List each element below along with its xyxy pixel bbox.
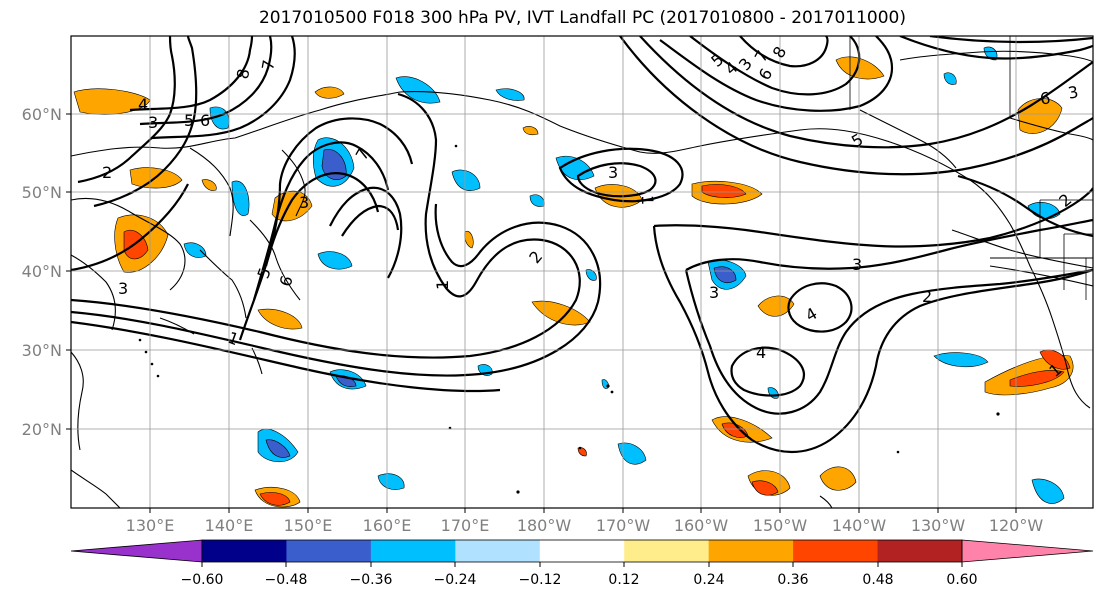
contour-label: 3 bbox=[299, 193, 309, 212]
contour-label: 3 bbox=[709, 283, 719, 302]
lat-label: 50°N bbox=[22, 183, 62, 202]
lon-label: 160°W bbox=[674, 516, 729, 535]
map-title: 2017010500 F018 300 hPa PV, IVT Landfall… bbox=[258, 8, 906, 28]
contour-label: 3 bbox=[852, 255, 862, 274]
ivt-contours bbox=[71, 36, 1093, 454]
colorbar-tick-label: 0.36 bbox=[777, 572, 808, 588]
colorbar-tick-label: −0.36 bbox=[350, 572, 393, 588]
lon-label: 180°W bbox=[517, 516, 572, 535]
colorbar-segment bbox=[202, 540, 287, 562]
colorbar-segment bbox=[624, 540, 710, 562]
lat-label: 20°N bbox=[22, 420, 62, 439]
lat-label: 60°N bbox=[22, 105, 62, 124]
contour-label: 6 bbox=[1039, 88, 1052, 108]
lon-label: 150°W bbox=[753, 516, 808, 535]
colorbar-segment bbox=[286, 540, 372, 562]
contour-label: 3 bbox=[118, 279, 128, 298]
lon-label: 170°W bbox=[596, 516, 651, 535]
lon-label: 140°W bbox=[832, 516, 887, 535]
lon-label: 120°W bbox=[989, 516, 1044, 535]
lat-label: 40°N bbox=[22, 262, 62, 281]
colorbar-segment bbox=[793, 540, 879, 562]
lon-label: 170°E bbox=[441, 516, 490, 535]
colorbar: −0.60 −0.48 −0.36 −0.24 −0.12 0.12 0.24 … bbox=[70, 539, 1094, 588]
colorbar-segment bbox=[877, 540, 963, 562]
lon-label: 150°E bbox=[284, 516, 333, 535]
contour-label: 2 bbox=[922, 287, 932, 306]
contour-label: 7 bbox=[258, 58, 278, 71]
map-frame bbox=[70, 35, 1094, 509]
colorbar-segment bbox=[455, 540, 541, 562]
contour-label: 5 bbox=[184, 111, 194, 130]
lat-axis: 60°N 50°N 40°N 30°N 20°N bbox=[22, 105, 71, 439]
colorbar-segment bbox=[370, 540, 456, 562]
pv-anomaly-fills bbox=[73, 46, 1074, 508]
map-panel bbox=[71, 36, 1093, 508]
colorbar-segment bbox=[708, 540, 794, 562]
colorbar-tick-label: −0.12 bbox=[519, 572, 562, 588]
contour-label: 4 bbox=[138, 95, 148, 114]
contour-label: 2 bbox=[102, 163, 112, 182]
colorbar-segment bbox=[539, 540, 625, 562]
contour-label: 6 bbox=[200, 111, 210, 130]
lat-label: 30°N bbox=[22, 341, 62, 360]
colorbar-tick-label: −0.60 bbox=[181, 572, 224, 588]
contour-label: 3 bbox=[1067, 82, 1080, 102]
colorbar-tick-label: 0.60 bbox=[946, 572, 977, 588]
contour-label: 4 bbox=[756, 343, 766, 362]
lon-label: 130°E bbox=[126, 516, 175, 535]
lon-label: 130°W bbox=[911, 516, 966, 535]
colorbar-tick-label: −0.24 bbox=[434, 572, 477, 588]
lon-label: 140°E bbox=[205, 516, 254, 535]
contour-label: 1 bbox=[638, 195, 657, 205]
contour-label: 1 bbox=[433, 280, 452, 290]
contour-label: 3 bbox=[148, 113, 158, 132]
colorbar-tick-label: 0.48 bbox=[862, 572, 893, 588]
colorbar-tick-label: −0.48 bbox=[265, 572, 308, 588]
contour-label: 3 bbox=[608, 163, 618, 182]
islands bbox=[138, 144, 1000, 494]
colorbar-extend-left bbox=[70, 539, 203, 563]
graticule bbox=[71, 36, 1093, 508]
colorbar-extend-right bbox=[961, 539, 1094, 563]
lon-axis: 130°E 140°E 150°E 160°E 170°E 180°W 170°… bbox=[126, 508, 1044, 535]
colorbar-tick-label: 0.24 bbox=[693, 572, 724, 588]
lon-label: 160°E bbox=[363, 516, 412, 535]
contour-label: 8 bbox=[233, 67, 253, 80]
colorbar-tick-label: 0.12 bbox=[608, 572, 639, 588]
political-boundaries bbox=[849, 36, 1093, 300]
